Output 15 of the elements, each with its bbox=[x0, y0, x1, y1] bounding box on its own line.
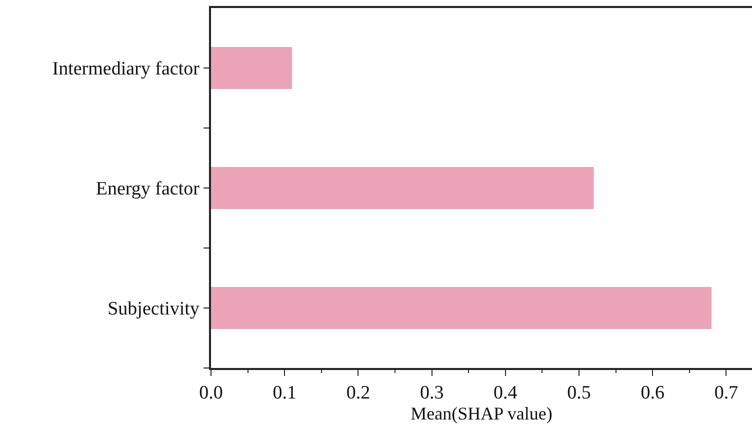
x-tick-label: 0.1 bbox=[272, 382, 296, 404]
bar bbox=[211, 287, 712, 329]
x-tick-label: 0.2 bbox=[346, 382, 370, 404]
x-tick-label: 0.3 bbox=[420, 382, 444, 404]
bar bbox=[211, 167, 594, 209]
x-tick-label: 0.7 bbox=[714, 382, 738, 404]
y-tick-label: Subjectivity bbox=[108, 298, 200, 320]
y-tick-label: Intermediary factor bbox=[52, 58, 200, 80]
x-tick-label: 0.5 bbox=[567, 382, 591, 404]
x-axis-title: Mean(SHAP value) bbox=[410, 404, 552, 424]
x-tick-label: 0.0 bbox=[199, 382, 223, 404]
x-tick-label: 0.4 bbox=[494, 382, 518, 404]
y-tick-label: Energy factor bbox=[96, 178, 200, 200]
bar bbox=[211, 47, 292, 89]
x-tick-label: 0.6 bbox=[640, 382, 665, 404]
